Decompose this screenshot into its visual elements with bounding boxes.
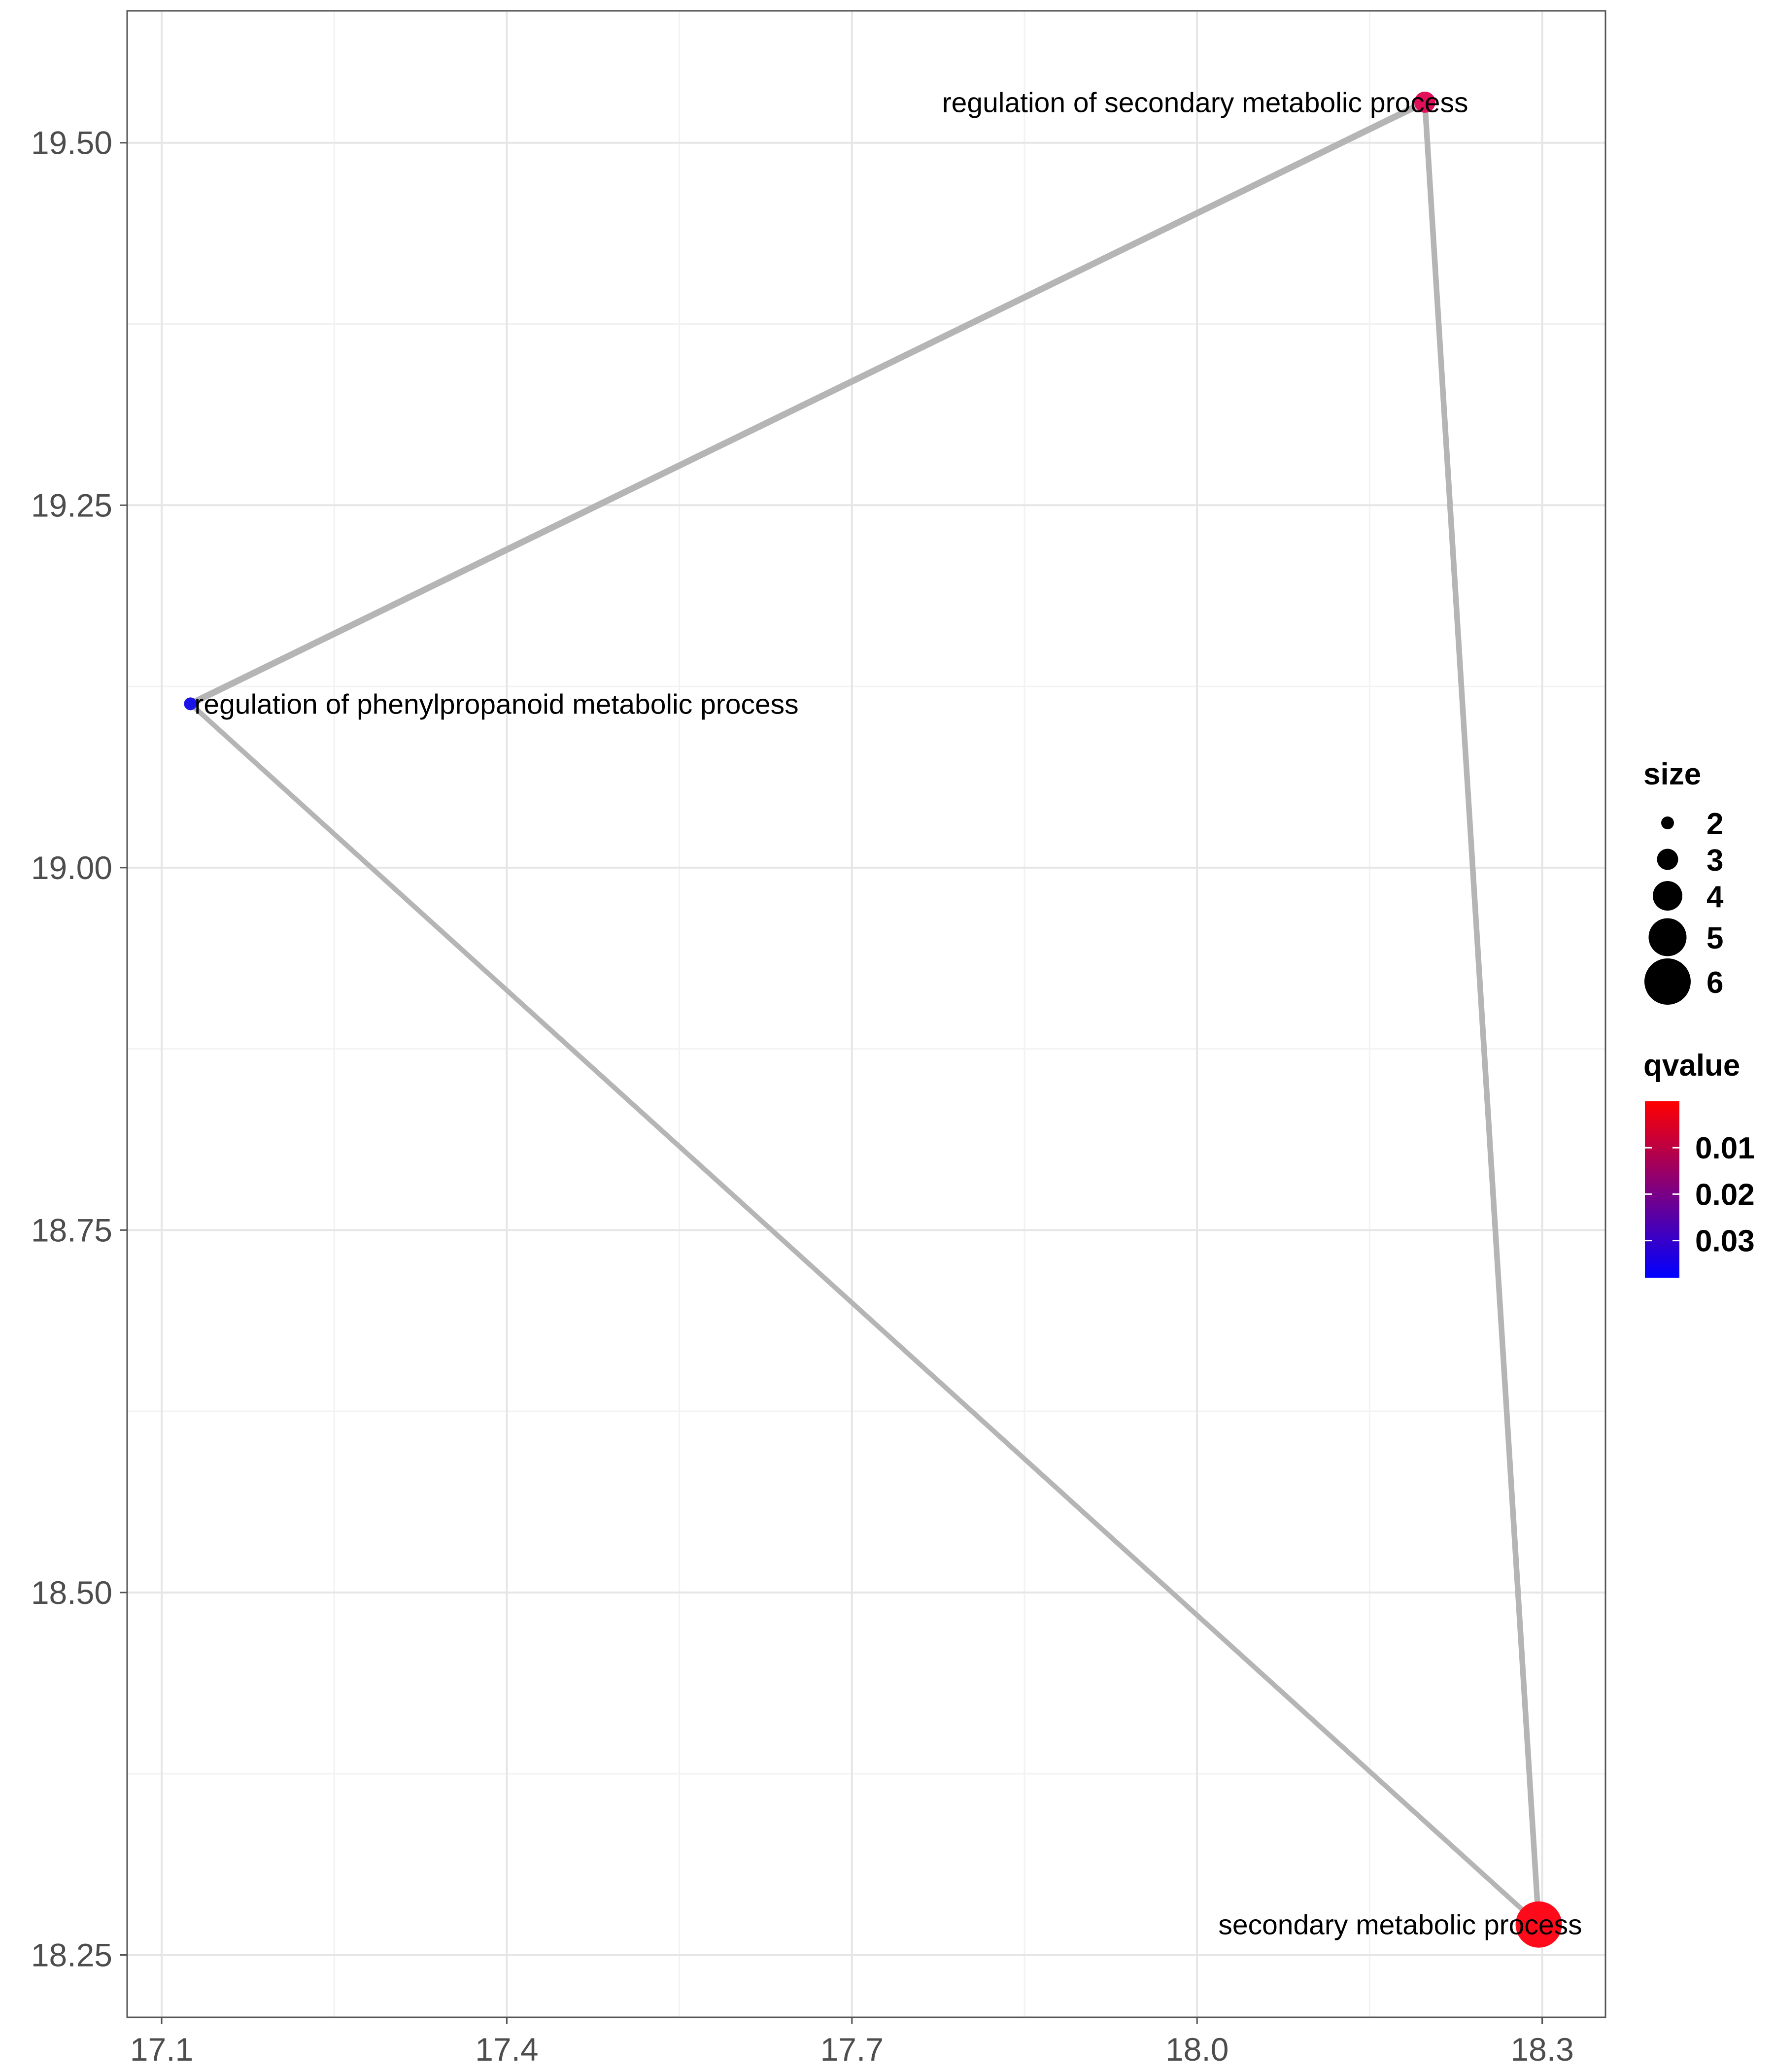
y-tick-label: 18.50 (31, 1574, 112, 1611)
node-label: regulation of secondary metabolic proces… (942, 87, 1468, 118)
size-legend-label: 5 (1706, 921, 1723, 955)
y-tick-label: 18.75 (31, 1212, 112, 1248)
network-edges (187, 99, 1542, 1928)
size-legend-label: 2 (1706, 807, 1723, 841)
y-tick-label: 18.25 (31, 1936, 112, 1973)
x-tick-label: 17.1 (130, 2031, 193, 2068)
network-edge (187, 99, 1428, 707)
size-legend-key (1644, 958, 1691, 1005)
node-labels: regulation of secondary metabolic proces… (194, 87, 1582, 1940)
x-tick-label: 18.0 (1165, 2031, 1228, 2068)
network-nodes (184, 91, 1562, 1948)
size-legend-label: 3 (1706, 844, 1723, 878)
network-node (1414, 91, 1435, 113)
x-tick-label: 18.3 (1510, 2031, 1573, 2068)
y-tick-label: 19.50 (31, 125, 112, 161)
qvalue-legend-label: 0.01 (1695, 1131, 1755, 1165)
plot-panel (127, 11, 1605, 2017)
panel-border (126, 10, 1606, 2018)
size-legend-key (1648, 918, 1687, 956)
network-edge (1422, 99, 1542, 1928)
network-node (1515, 1901, 1562, 1948)
node-label: regulation of phenylpropanoid metabolic … (194, 688, 798, 720)
qvalue-legend-title: qvalue (1643, 1049, 1740, 1083)
size-legend-label: 6 (1706, 966, 1723, 1000)
y-tick-label: 19.00 (31, 849, 112, 886)
qvalue-legend-label: 0.03 (1695, 1224, 1755, 1258)
x-tick-label: 17.4 (475, 2031, 538, 2068)
network-edge (188, 701, 1541, 1927)
qvalue-colorbar (1645, 1101, 1679, 1278)
x-tick-label: 17.7 (820, 2031, 884, 2068)
node-label: secondary metabolic process (1218, 1909, 1582, 1941)
y-tick-label: 19.25 (31, 487, 112, 523)
grid-lines (127, 11, 1605, 2017)
size-legend-key (1661, 816, 1674, 829)
size-legend-key (1657, 849, 1678, 870)
network-node (184, 697, 197, 711)
size-legend-label: 4 (1706, 880, 1724, 914)
size-legend-key (1653, 881, 1682, 911)
size-legend-title: size (1643, 757, 1701, 791)
qvalue-legend-label: 0.02 (1695, 1178, 1755, 1212)
axes: 17.1 17.4 17.7 18.0 18.3 18.25 18.50 18.75 19.00… (31, 125, 1574, 2068)
